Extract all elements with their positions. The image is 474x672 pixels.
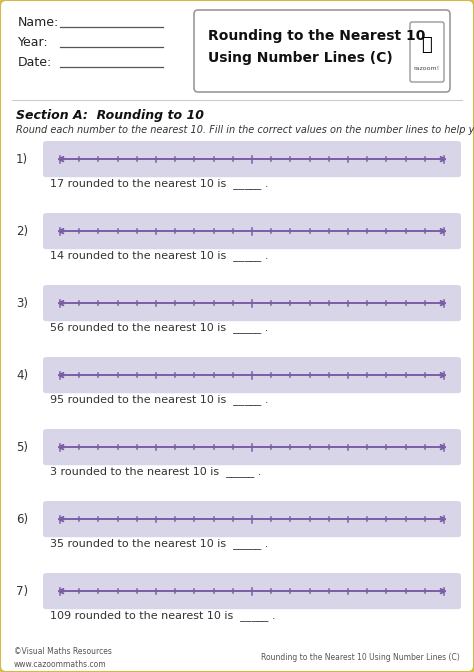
Text: 3): 3) — [16, 296, 28, 310]
Text: Year:: Year: — [18, 36, 49, 48]
FancyBboxPatch shape — [43, 357, 461, 393]
Text: 2): 2) — [16, 224, 28, 238]
Text: 6): 6) — [16, 513, 28, 526]
Text: Name:: Name: — [18, 15, 59, 28]
Text: Date:: Date: — [18, 56, 52, 69]
Text: ©Visual Maths Resources
www.cazoommaths.com: ©Visual Maths Resources www.cazoommaths.… — [14, 647, 112, 669]
Text: 5): 5) — [16, 441, 28, 454]
FancyBboxPatch shape — [43, 573, 461, 610]
Text: Round each number to the nearest 10. Fill in the correct values on the number li: Round each number to the nearest 10. Fil… — [16, 125, 474, 135]
FancyBboxPatch shape — [410, 22, 444, 82]
Text: razoom!: razoom! — [414, 67, 440, 71]
Text: 🏆: 🏆 — [422, 36, 432, 54]
Text: 7): 7) — [16, 585, 28, 597]
Text: 1): 1) — [16, 153, 28, 165]
FancyBboxPatch shape — [43, 501, 461, 537]
Text: Using Number Lines (C): Using Number Lines (C) — [208, 51, 393, 65]
Text: 56 rounded to the nearest 10 is  _____ .: 56 rounded to the nearest 10 is _____ . — [50, 323, 268, 333]
FancyBboxPatch shape — [43, 285, 461, 321]
FancyBboxPatch shape — [43, 141, 461, 177]
FancyBboxPatch shape — [194, 10, 450, 92]
Text: Section A:  Rounding to 10: Section A: Rounding to 10 — [16, 110, 204, 122]
Text: 3 rounded to the nearest 10 is  _____ .: 3 rounded to the nearest 10 is _____ . — [50, 466, 261, 477]
Text: Rounding to the Nearest 10 Using Number Lines (C): Rounding to the Nearest 10 Using Number … — [261, 653, 460, 663]
Text: 14 rounded to the nearest 10 is  _____ .: 14 rounded to the nearest 10 is _____ . — [50, 250, 268, 261]
Text: 4): 4) — [16, 369, 28, 382]
Text: 95 rounded to the nearest 10 is  _____ .: 95 rounded to the nearest 10 is _____ . — [50, 394, 268, 405]
Text: 17 rounded to the nearest 10 is  _____ .: 17 rounded to the nearest 10 is _____ . — [50, 178, 268, 189]
FancyBboxPatch shape — [43, 213, 461, 249]
FancyBboxPatch shape — [43, 429, 461, 465]
Text: 109 rounded to the nearest 10 is  _____ .: 109 rounded to the nearest 10 is _____ . — [50, 610, 275, 621]
Text: 35 rounded to the nearest 10 is  _____ .: 35 rounded to the nearest 10 is _____ . — [50, 538, 268, 549]
Text: Rounding to the Nearest 10: Rounding to the Nearest 10 — [208, 29, 425, 43]
